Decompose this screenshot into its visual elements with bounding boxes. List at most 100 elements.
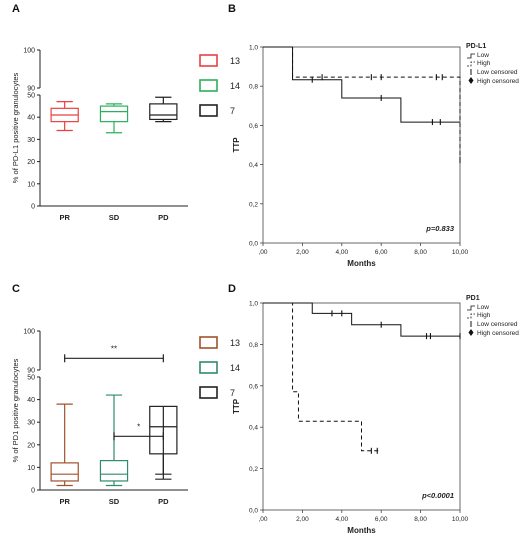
km-curve (263, 46, 460, 123)
legend-swatch (199, 361, 218, 374)
panel-c-y-tick-label: 0 (31, 488, 35, 495)
panel-c-y-tick-label: 90 (27, 368, 35, 375)
legend-label: High (477, 60, 491, 67)
legend-title: PD1 (466, 295, 480, 302)
panel-d-y-tick-label: 0,2 (249, 466, 258, 473)
panel-c-y-tick-label: 40 (27, 397, 35, 404)
panel-a-y-tick-label: 40 (27, 115, 35, 122)
panel-d-y-tick-label: 1,0 (249, 301, 258, 308)
panel-a-y-tick-label: 20 (27, 159, 35, 166)
legend-line-low (467, 53, 475, 59)
panel-a-y-axis-title: % of PD-L1 positive granulocytes (11, 73, 20, 184)
panel-d-y-tick-label: 0,6 (249, 383, 258, 390)
legend-swatch (199, 79, 218, 92)
panel-a-x-tick-label: SD (109, 213, 120, 222)
km-curve (263, 302, 382, 452)
panel-c-box-sd (99, 394, 129, 487)
panel-c-x-tick-label: PD (158, 497, 169, 506)
box-iqr (99, 105, 129, 123)
panel-b-y-tick-label: 0,2 (249, 201, 258, 208)
legend-label: Low (477, 52, 489, 59)
panel-c-box-pd (149, 405, 178, 480)
panel-d-series-low (263, 302, 461, 340)
legend-line-low (467, 305, 475, 311)
panel-b-y-tick-label: 0,6 (249, 123, 258, 130)
panel-d-y-tick-label: 0,0 (249, 508, 258, 515)
panel-b-y-tick-label: 0,8 (249, 84, 258, 91)
panel-a-legend: 13 14 7 (199, 54, 240, 117)
panel-c-y-axis-title: % of PD1 positive granulocytes (11, 358, 20, 462)
panel-b-series-low (263, 46, 460, 126)
panel-a-y-tick-label: 0 (31, 204, 35, 211)
legend-label: 14 (230, 81, 240, 91)
panel-d-y-tick-label: 0,4 (249, 425, 258, 432)
panel-b-x-tick-label: 4,00 (335, 249, 348, 256)
legend-label: Low censored (477, 69, 518, 76)
legend-label: 7 (230, 388, 235, 398)
legend-label: 13 (230, 338, 240, 348)
panel-d-x-tick-label: 6,00 (375, 516, 388, 523)
panel-a-y-tick-label: 30 (27, 137, 35, 144)
legend-swatch (199, 336, 218, 349)
legend-label: 14 (230, 363, 240, 373)
legend-title: PD-L1 (466, 43, 486, 50)
panel-b-y-tick-label: 0,4 (249, 162, 258, 169)
panel-b-y-axis-title: TTP (232, 137, 241, 153)
legend-label: Low censored (477, 321, 518, 328)
panel-c-legend: 13 14 7 (199, 336, 240, 399)
legend-censor-high (468, 77, 474, 84)
panel-b-series-high (263, 46, 461, 164)
panel-b-km-plot: ,00 2,00 4,00 6,00 8,00 10,00 0,0 0,2 0,4 0,6 0,8 1… (232, 43, 519, 268)
panel-b-x-tick-label: 6,00 (375, 249, 388, 256)
panel-c-significance-1: ** (64, 344, 164, 363)
panel-d-x-tick-label: 10,00 (452, 516, 469, 523)
panel-d-y-tick-label: 0,8 (249, 342, 258, 349)
panel-label-b: B (228, 3, 236, 15)
panel-a-y-tick-label: 90 (27, 86, 35, 93)
panel-b-y-tick-label: 0,0 (249, 241, 258, 248)
panel-b-p-value: p=0.833 (425, 224, 455, 233)
panel-d-y-axis-title: TTP (232, 398, 241, 414)
panel-c-y-tick-label: 30 (27, 420, 35, 427)
km-curve (263, 302, 460, 337)
panel-d-plot-frame (262, 302, 461, 511)
legend-label: 7 (230, 106, 235, 116)
km-curve (263, 46, 461, 161)
panel-a-x-tick-label: PR (59, 213, 70, 222)
panel-c-x-tick-label: PR (59, 497, 70, 506)
legend-line-high (467, 313, 475, 319)
panel-a-box-sd (99, 103, 129, 134)
panel-a-x-tick-label: PD (158, 213, 169, 222)
panel-label-a: A (12, 3, 20, 15)
box-iqr (50, 462, 79, 482)
panel-c-y-tick-label: 100 (23, 329, 35, 336)
panel-b-x-tick-label: ,00 (258, 249, 267, 256)
panel-d-series-high (263, 302, 382, 454)
panel-a-box-pr (50, 101, 79, 132)
panel-d-x-tick-label: 8,00 (414, 516, 427, 523)
panel-a-box-pd (149, 96, 178, 123)
box-iqr (149, 103, 178, 121)
legend-label: High censored (477, 330, 519, 337)
sig-label: ** (111, 344, 117, 353)
panel-c-significance-2: * (113, 422, 164, 441)
box-iqr (149, 405, 178, 455)
box-iqr (99, 460, 129, 482)
panel-label-c: C (12, 283, 20, 295)
panel-label-d: D (228, 283, 236, 295)
legend-label: 13 (230, 56, 240, 66)
panel-c-y-tick-label: 20 (27, 442, 35, 449)
panel-b-x-tick-label: 8,00 (414, 249, 427, 256)
legend-line-high (467, 61, 475, 67)
panel-a-y-tick-label: 100 (23, 48, 35, 55)
panel-d-p-value: p<0.0001 (421, 491, 454, 500)
panel-c-y-tick-label: 50 (27, 375, 35, 382)
legend-swatch (199, 54, 218, 67)
panel-d-x-tick-label: ,00 (258, 516, 267, 523)
legend-label: Low (477, 304, 489, 311)
panel-b-y-tick-label: 1,0 (249, 45, 258, 52)
panel-d-x-tick-label: 2,00 (296, 516, 309, 523)
